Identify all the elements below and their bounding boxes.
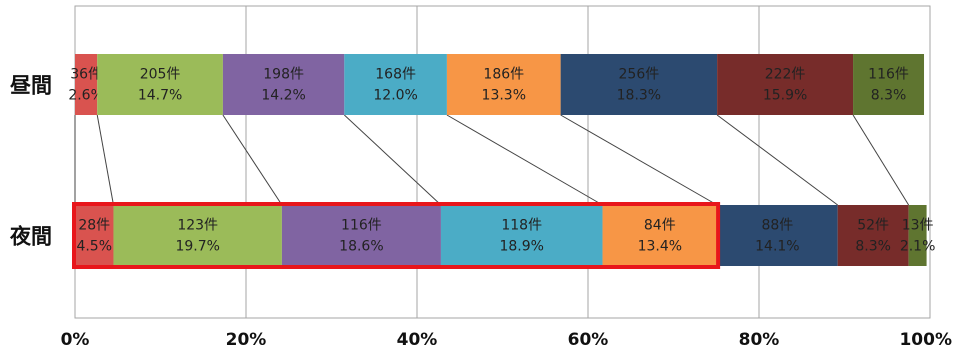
data-label-count: 118件 bbox=[501, 218, 542, 234]
data-label-percent: 18.3% bbox=[617, 88, 661, 104]
data-label-percent: 14.1% bbox=[755, 239, 799, 255]
bar-segment bbox=[97, 54, 223, 115]
bar-segment bbox=[75, 205, 114, 266]
series-connector-line bbox=[96, 114, 114, 206]
data-label-percent: 13.4% bbox=[638, 239, 682, 255]
data-label-count: 222件 bbox=[765, 67, 806, 83]
series-connector-line bbox=[222, 114, 283, 206]
category-label: 夜間 bbox=[9, 225, 52, 249]
data-label-percent: 15.9% bbox=[763, 88, 807, 104]
bar-segment bbox=[75, 54, 98, 115]
data-label-count: 116件 bbox=[868, 67, 909, 83]
bar-segment bbox=[113, 205, 282, 266]
data-label-percent: 2.1% bbox=[900, 239, 936, 255]
data-label-percent: 8.3% bbox=[871, 88, 907, 104]
bar-segment bbox=[853, 54, 925, 115]
bar-segment bbox=[602, 205, 718, 266]
data-label-percent: 18.6% bbox=[339, 239, 383, 255]
data-label-percent: 14.2% bbox=[261, 88, 305, 104]
bar-segment bbox=[837, 205, 909, 266]
plot-area bbox=[74, 5, 931, 319]
data-label-count: 205件 bbox=[140, 67, 181, 83]
data-label-percent: 19.7% bbox=[175, 239, 219, 255]
bar-segment bbox=[560, 54, 718, 115]
bar-segment bbox=[908, 205, 927, 266]
bar-segment bbox=[344, 54, 447, 115]
data-label-count: 28件 bbox=[78, 218, 110, 234]
data-label-count: 84件 bbox=[644, 218, 676, 234]
series-connector-line bbox=[343, 114, 442, 206]
data-label-count: 256件 bbox=[619, 67, 660, 83]
data-label-percent: 4.5% bbox=[76, 239, 112, 255]
series-connector-line bbox=[560, 114, 718, 206]
data-label-count: 198件 bbox=[263, 67, 304, 83]
bar-segment bbox=[281, 205, 441, 266]
data-label-percent: 14.7% bbox=[138, 88, 182, 104]
x-tick-label: 20% bbox=[226, 330, 267, 350]
x-tick-label: 100% bbox=[899, 330, 952, 350]
highlight-box bbox=[72, 202, 721, 269]
data-label-count: 36件 bbox=[70, 67, 102, 83]
series-connector-line bbox=[446, 114, 603, 206]
x-tick-label: 80% bbox=[739, 330, 780, 350]
bar-segment bbox=[440, 205, 603, 266]
series-connector-line bbox=[716, 114, 838, 206]
data-label-percent: 2.6% bbox=[68, 88, 104, 104]
series-connector-line bbox=[852, 114, 910, 206]
data-label-percent: 18.9% bbox=[499, 239, 543, 255]
data-label-count: 168件 bbox=[375, 67, 416, 83]
x-tick-label: 40% bbox=[397, 330, 438, 350]
bar-segment bbox=[717, 205, 838, 266]
bar-segment bbox=[717, 54, 854, 115]
data-label-count: 186件 bbox=[483, 67, 524, 83]
data-label-count: 88件 bbox=[761, 218, 793, 234]
data-label-percent: 8.3% bbox=[855, 239, 891, 255]
data-label-count: 13件 bbox=[902, 218, 934, 234]
bar-segment bbox=[222, 54, 345, 115]
data-label-count: 52件 bbox=[857, 218, 889, 234]
data-label-count: 123件 bbox=[177, 218, 218, 234]
category-label: 昼間 bbox=[10, 74, 52, 98]
data-label-count: 116件 bbox=[341, 218, 382, 234]
data-label-percent: 13.3% bbox=[482, 88, 526, 104]
bar-segment bbox=[446, 54, 561, 115]
data-label-percent: 12.0% bbox=[373, 88, 417, 104]
x-tick-label: 60% bbox=[568, 330, 609, 350]
x-tick-label: 0% bbox=[61, 330, 90, 350]
